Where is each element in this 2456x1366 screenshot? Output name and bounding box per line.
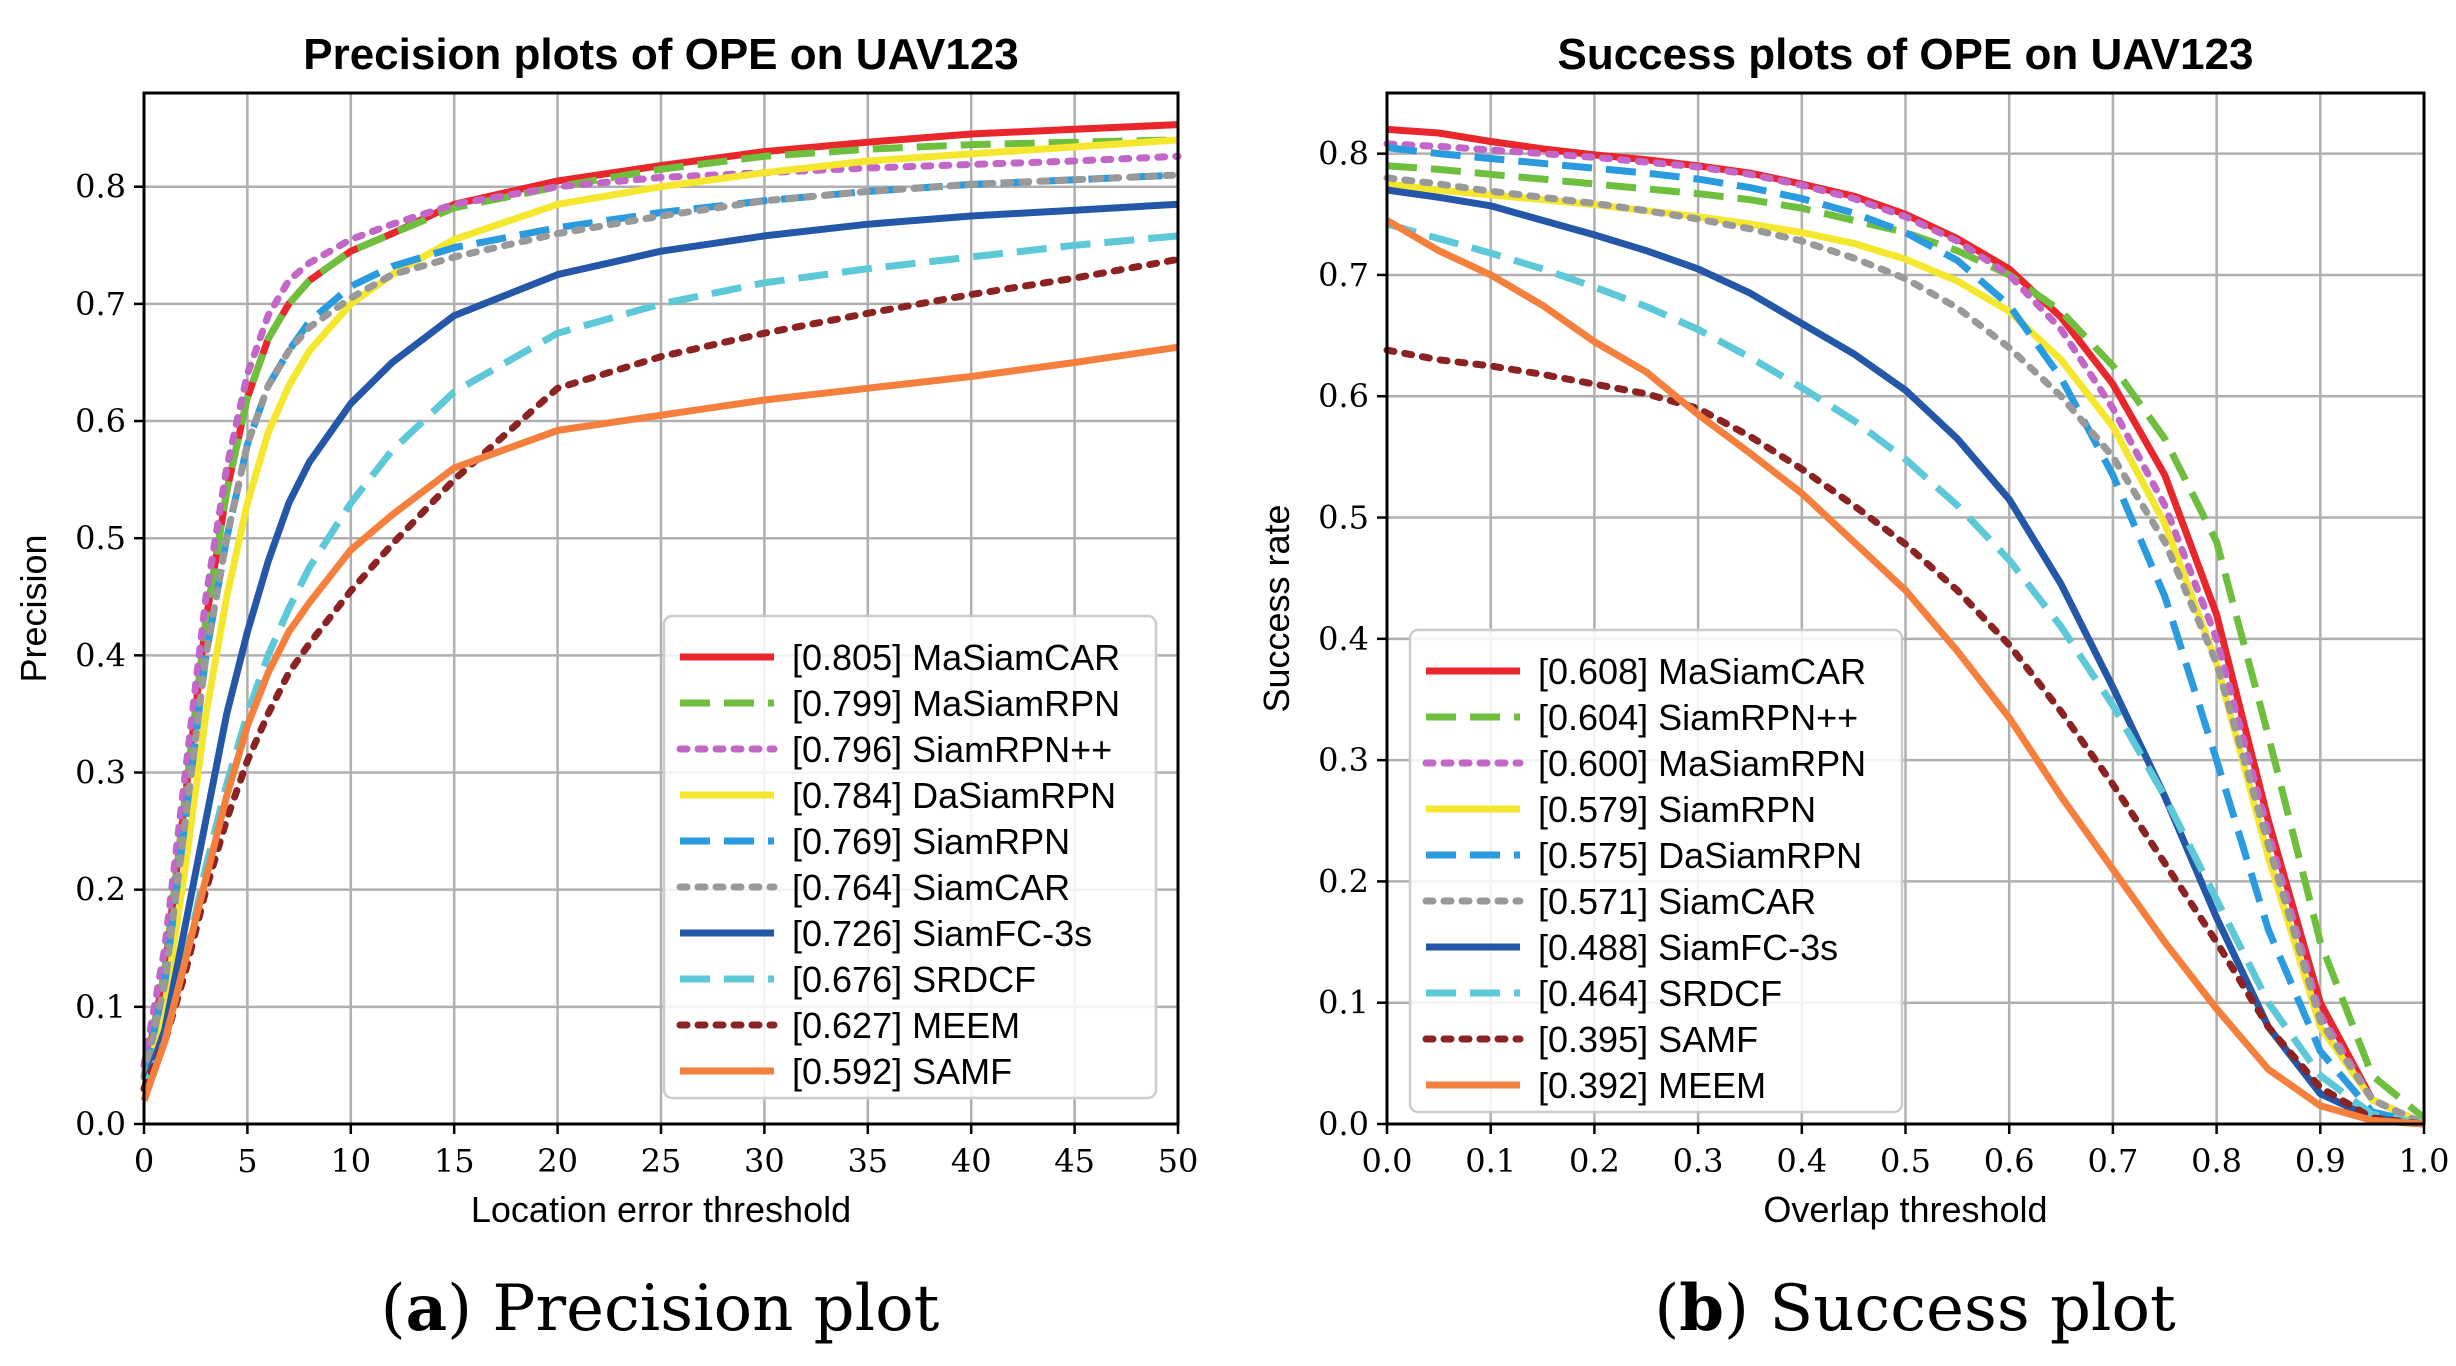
y-tick-label: 0.4 xyxy=(1318,620,1369,658)
legend-entry: [0.464] SRDCF xyxy=(1538,973,1782,1014)
x-tick-label: 0.1 xyxy=(1465,1142,1516,1180)
legend-entry: [0.799] MaSiamRPN xyxy=(792,683,1120,724)
legend-entry: [0.784] DaSiamRPN xyxy=(792,775,1116,816)
legend-entry: [0.726] SiamFC-3s xyxy=(792,913,1092,954)
legend-entry: [0.392] MEEM xyxy=(1538,1065,1766,1106)
legend-entry: [0.604] SiamRPN++ xyxy=(1538,697,1858,738)
series-line-5 xyxy=(140,171,1182,1081)
y-tick-label: 0.3 xyxy=(1318,741,1369,779)
y-tick-label: 0.8 xyxy=(1318,135,1369,173)
y-tick-label: 0.4 xyxy=(75,636,126,674)
legend-entry: [0.805] MaSiamCAR xyxy=(792,637,1120,678)
y-tick-label: 0.6 xyxy=(1318,377,1369,415)
x-tick-label: 35 xyxy=(847,1142,888,1180)
legend-entry: [0.764] SiamCAR xyxy=(792,867,1070,908)
y-tick-label: 0.5 xyxy=(1318,499,1369,537)
series-line-6 xyxy=(140,200,1179,1091)
y-tick-label: 0.7 xyxy=(1318,256,1369,294)
legend-box xyxy=(1408,628,1904,1114)
series-line-2 xyxy=(1383,140,2428,1128)
x-tick-label: 5 xyxy=(237,1142,257,1180)
x-tick-label: 0.0 xyxy=(1362,1142,1413,1180)
caption-a: (a) Precision plot xyxy=(381,1271,940,1346)
x-tick-label: 0.3 xyxy=(1673,1142,1724,1180)
y-tick-label: 0.2 xyxy=(75,871,126,909)
series-line-7 xyxy=(1386,220,2425,1128)
legend-entry: [0.592] SAMF xyxy=(792,1051,1012,1092)
y-tick-label: 0.7 xyxy=(75,285,126,323)
chart-title: Success plots of OPE on UAV123 xyxy=(1557,30,2253,79)
caption-b: (b) Success plot xyxy=(1654,1271,2176,1346)
y-tick-label: 0.0 xyxy=(1318,1105,1369,1143)
legend-entry: [0.579] SiamRPN xyxy=(1538,789,1816,830)
x-tick-label: 0.6 xyxy=(1984,1142,2035,1180)
caption-b-label: b xyxy=(1679,1271,1724,1346)
x-tick-label: 1.0 xyxy=(2399,1142,2450,1180)
y-tick-label: 0.1 xyxy=(1318,984,1369,1022)
x-tick-label: 0.4 xyxy=(1776,1142,1827,1180)
legend-entry: [0.395] SAMF xyxy=(1538,1019,1758,1060)
x-tick-label: 0 xyxy=(134,1142,154,1180)
x-axis-label: Location error threshold xyxy=(471,1189,851,1230)
x-tick-label: 45 xyxy=(1054,1142,1095,1180)
series-line-9 xyxy=(140,343,1179,1102)
y-tick-label: 0.2 xyxy=(1318,862,1369,900)
caption-a-label: a xyxy=(406,1271,447,1346)
x-tick-label: 0.9 xyxy=(2295,1142,2346,1180)
precision-plot: Precision plots of OPE on UAV123 0 5 10 15 20… xyxy=(13,30,1198,1230)
x-tick-label: 0.5 xyxy=(1880,1142,1931,1180)
caption-b-text: Success plot xyxy=(1769,1272,2176,1346)
x-tick-label: 0.7 xyxy=(2087,1142,2138,1180)
series-line-5 xyxy=(1383,174,2428,1128)
caption-a-text: Precision plot xyxy=(492,1272,939,1346)
y-axis-label: Precision xyxy=(13,534,54,682)
series-line-2 xyxy=(140,152,1182,1069)
chart-title: Precision plots of OPE on UAV123 xyxy=(303,30,1019,79)
legend-entry: [0.575] DaSiamRPN xyxy=(1538,835,1862,876)
legend-entry: [0.600] MaSiamRPN xyxy=(1538,743,1866,784)
series-line-9 xyxy=(1385,217,2425,1128)
legend-entry: [0.608] MaSiamCAR xyxy=(1538,651,1866,692)
x-tick-label: 20 xyxy=(537,1142,578,1180)
y-tick-label: 0.0 xyxy=(75,1105,126,1143)
y-axis-label: Success rate xyxy=(1256,504,1297,712)
series-line-3 xyxy=(140,136,1179,1090)
y-tick-label: 0.6 xyxy=(75,402,126,440)
success-plot: Success plots of OPE on UAV123 0.0 0.1 0.2 0… xyxy=(1256,30,2449,1230)
x-tick-label: 40 xyxy=(951,1142,992,1180)
series-line-1 xyxy=(1386,162,2427,1121)
x-tick-label: 30 xyxy=(744,1142,785,1180)
series-line-8 xyxy=(140,255,1182,1093)
series-line-4 xyxy=(1386,144,2425,1128)
x-tick-label: 10 xyxy=(330,1142,371,1180)
legend-entry: [0.796] SiamRPN++ xyxy=(792,729,1112,770)
x-tick-label: 0.2 xyxy=(1569,1142,1620,1180)
y-tick-label: 0.3 xyxy=(75,754,126,792)
x-tick-label: 25 xyxy=(641,1142,682,1180)
x-tick-label: 15 xyxy=(434,1142,475,1180)
legend-box xyxy=(662,614,1158,1100)
series-line-6 xyxy=(1386,186,2425,1128)
x-tick-label: 50 xyxy=(1158,1142,1199,1180)
y-tick-label: 0.5 xyxy=(75,519,126,557)
legend-entry: [0.488] SiamFC-3s xyxy=(1538,927,1838,968)
legend-entry: [0.769] SiamRPN xyxy=(792,821,1070,862)
legend-entry: [0.676] SRDCF xyxy=(792,959,1036,1000)
x-tick-label: 0.8 xyxy=(2191,1142,2242,1180)
legend-entry: [0.571] SiamCAR xyxy=(1538,881,1816,922)
legend-entry: [0.627] MEEM xyxy=(792,1005,1020,1046)
y-tick-label: 0.8 xyxy=(75,168,126,206)
x-axis-label: Overlap threshold xyxy=(1763,1189,2047,1230)
series-line-8 xyxy=(1383,346,2428,1128)
y-tick-label: 0.1 xyxy=(75,988,126,1026)
